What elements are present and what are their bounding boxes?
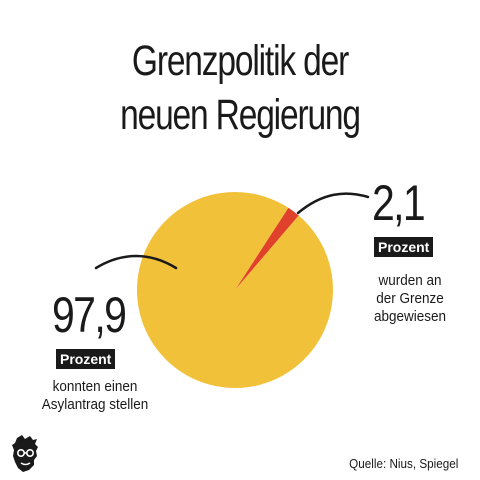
leader-line-right: [296, 192, 370, 215]
description-line: der Grenze: [376, 290, 444, 307]
pie-slice-1: [235, 207, 299, 290]
chart-title-line-2: neuen Regierung: [120, 91, 361, 139]
slice-description: wurden an der Grenze abgewiesen: [361, 272, 460, 326]
unit-badge: Prozent: [56, 349, 116, 369]
pie-slices: [136, 191, 333, 388]
slice-description: konnten einen Asylantrag stellen: [37, 378, 154, 414]
pie-slice-2: [136, 191, 333, 388]
description-line: wurden an: [378, 272, 442, 289]
description-line: Asylantrag stellen: [41, 396, 149, 413]
description-line: konnten einen: [52, 378, 138, 395]
description-line: abgewiesen: [373, 308, 447, 325]
chart-title-line-1: Grenzpolitik der: [131, 37, 349, 85]
face-silhouette-icon: [12, 435, 38, 472]
leader-line-left: [94, 254, 178, 270]
unit-badge: Prozent: [374, 237, 434, 257]
slice-value-label: 2,1: [372, 175, 426, 231]
source-credit: Quelle: Nius, Spiegel: [348, 456, 458, 471]
slice-value-label: 97,9: [52, 287, 127, 343]
